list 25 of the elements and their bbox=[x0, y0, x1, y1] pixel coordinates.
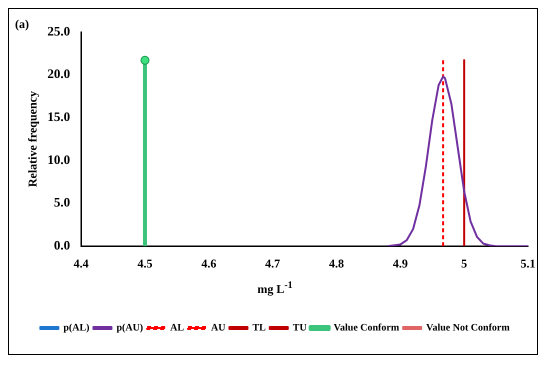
x-tick-label: 4.7 bbox=[265, 256, 280, 270]
y-tick-label: 25.0 bbox=[47, 23, 70, 38]
y-tick-label: 20.0 bbox=[47, 66, 70, 82]
legend-label: p(AL) bbox=[63, 322, 90, 334]
legend-label: AU bbox=[211, 322, 226, 334]
y-tick-label: 5.0 bbox=[54, 194, 70, 210]
x-tick-label: 5 bbox=[461, 256, 468, 270]
x-tick-label: 5.1 bbox=[520, 256, 536, 270]
x-axis-title: mg L$^{-1}$ bbox=[256, 280, 294, 297]
text: (a) bbox=[15, 17, 29, 32]
legend-label: Value Conform bbox=[334, 322, 400, 334]
y-tick-label: 10.0 bbox=[47, 152, 70, 167]
x-tick-label: 4.8 bbox=[328, 256, 344, 270]
y-tick-label: 15.0 bbox=[47, 109, 70, 124]
x-tick-label: 4.6 bbox=[201, 256, 216, 270]
x-tick-label: 4.9 bbox=[392, 256, 408, 270]
legend-label: p(AU) bbox=[116, 322, 144, 334]
x-tick-label: 4.4 bbox=[74, 256, 89, 270]
legend-label: Value Not Conform bbox=[426, 322, 510, 334]
y-tick-label: 0.0 bbox=[54, 238, 70, 253]
legend-label: TU bbox=[292, 322, 307, 334]
legend-label: TL bbox=[252, 322, 266, 334]
x-tick-label: 4.5 bbox=[137, 256, 152, 270]
legend-label: AL bbox=[170, 322, 184, 334]
y-axis-title: Relative frequency bbox=[25, 91, 40, 188]
